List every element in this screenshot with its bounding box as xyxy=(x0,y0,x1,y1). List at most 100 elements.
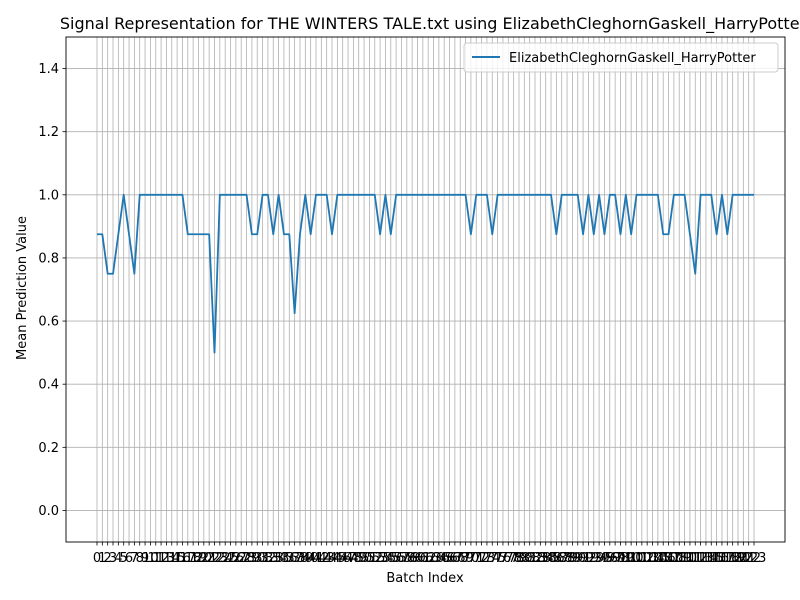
x-tick-label: 41 xyxy=(308,551,325,566)
x-tick-label: 76 xyxy=(495,551,512,566)
x-tick-label: 6 xyxy=(125,551,133,566)
x-tick-label: 114 xyxy=(694,551,719,566)
x-tick-label: 107 xyxy=(656,551,681,566)
x-tick-label: 56 xyxy=(388,551,405,566)
x-tick-label: 1 xyxy=(98,551,106,566)
x-tick-label: 18 xyxy=(185,551,202,566)
x-tick-label: 93 xyxy=(585,551,602,566)
x-tick-label: 26 xyxy=(228,551,245,566)
x-tick-label: 10 xyxy=(142,551,159,566)
x-tick-label: 3 xyxy=(109,551,117,566)
x-tick-label: 62 xyxy=(420,551,437,566)
x-tick-label: 121 xyxy=(731,551,756,566)
x-tick-label: 33 xyxy=(265,551,282,566)
x-tick-label: 74 xyxy=(484,551,501,566)
x-tick-label: 86 xyxy=(548,551,565,566)
x-tick-label: 37 xyxy=(286,551,303,566)
x-tick-label: 102 xyxy=(629,551,654,566)
x-tick-label: 28 xyxy=(238,551,255,566)
x-tick-label: 118 xyxy=(715,551,740,566)
x-tick-label: 15 xyxy=(169,551,186,566)
x-tick-label: 77 xyxy=(500,551,517,566)
x-tick-label: 111 xyxy=(678,551,703,566)
x-tick-label: 40 xyxy=(302,551,319,566)
x-tick-label: 68 xyxy=(452,551,469,566)
x-tick-label: 64 xyxy=(431,551,448,566)
x-tick-label: 46 xyxy=(334,551,351,566)
x-tick-label: 13 xyxy=(158,551,175,566)
x-tick-label: 31 xyxy=(254,551,271,566)
x-tick-label: 49 xyxy=(350,551,367,566)
x-tick-label: 106 xyxy=(651,551,676,566)
x-tick-label: 58 xyxy=(399,551,416,566)
x-tick-label: 88 xyxy=(559,551,576,566)
x-tick-label: 116 xyxy=(704,551,729,566)
x-tick-label: 70 xyxy=(463,551,480,566)
x-tick-label: 4 xyxy=(114,551,122,566)
x-tick-label: 48 xyxy=(345,551,362,566)
x-tick-label: 25 xyxy=(222,551,239,566)
legend: ElizabethCleghornGaskell_HarryPotter xyxy=(463,42,779,73)
x-tick-label: 87 xyxy=(553,551,570,566)
x-tick-label: 43 xyxy=(318,551,335,566)
x-tick-label: 34 xyxy=(270,551,287,566)
x-tick-label: 8 xyxy=(136,551,144,566)
x-tick-label: 112 xyxy=(683,551,708,566)
x-tick-label: 38 xyxy=(292,551,309,566)
x-tick-label: 72 xyxy=(473,551,490,566)
x-tick-label: 95 xyxy=(596,551,613,566)
y-tick-label: 0.4 xyxy=(38,378,59,393)
x-tick-label: 53 xyxy=(372,551,389,566)
x-tick-label: 9 xyxy=(141,551,149,566)
x-tick-label: 108 xyxy=(661,551,686,566)
x-tick-label: 52 xyxy=(366,551,383,566)
x-tick-label: 104 xyxy=(640,551,665,566)
x-tick-label: 105 xyxy=(645,551,670,566)
legend-box xyxy=(463,42,779,73)
x-tick-label: 7 xyxy=(130,551,138,566)
series-line xyxy=(96,193,755,354)
legend-label: ElizabethCleghornGaskell_HarryPotter xyxy=(509,51,756,66)
axes xyxy=(65,36,786,543)
x-tick-label: 81 xyxy=(521,551,538,566)
x-tick-label: 0 xyxy=(93,551,101,566)
x-tick-label: 96 xyxy=(602,551,619,566)
x-tick-label: 123 xyxy=(742,551,767,566)
x-tick-label: 117 xyxy=(710,551,735,566)
y-tick-label: 0.0 xyxy=(38,504,59,519)
x-tick-label: 110 xyxy=(672,551,697,566)
x-tick-label: 80 xyxy=(516,551,533,566)
x-tick-label: 54 xyxy=(377,551,394,566)
x-tick-label: 14 xyxy=(163,551,180,566)
x-tick-label: 61 xyxy=(415,551,432,566)
x-tick-label: 78 xyxy=(505,551,522,566)
x-tick-label: 97 xyxy=(607,551,624,566)
x-tick-label: 65 xyxy=(436,551,453,566)
x-tick-label: 5 xyxy=(120,551,128,566)
x-tick-label: 99 xyxy=(618,551,635,566)
x-tick-label: 89 xyxy=(564,551,581,566)
x-tick-label: 75 xyxy=(489,551,506,566)
x-tick-label: 39 xyxy=(297,551,314,566)
x-tick-label: 103 xyxy=(635,551,660,566)
y-ticks: 0.0 0.2 0.4 0.6 0.8 1.0 1.2 1.4 xyxy=(38,62,66,519)
x-tick-label: 84 xyxy=(537,551,554,566)
x-tick-label: 98 xyxy=(612,551,629,566)
x-tick-label: 20 xyxy=(196,551,213,566)
x-tick-label: 27 xyxy=(233,551,250,566)
x-tick-label: 22 xyxy=(206,551,223,566)
x-tick-label: 69 xyxy=(457,551,474,566)
x-tick-label: 94 xyxy=(591,551,608,566)
y-tick-label: 1.2 xyxy=(38,125,59,140)
y-tick-label: 0.6 xyxy=(38,315,59,330)
x-tick-label: 44 xyxy=(324,551,341,566)
y-tick-label: 1.0 xyxy=(38,188,59,203)
x-tick-label: 79 xyxy=(511,551,528,566)
x-tick-label: 71 xyxy=(468,551,485,566)
x-tick-label: 51 xyxy=(361,551,378,566)
x-tick-label: 100 xyxy=(619,551,644,566)
x-tick-label: 24 xyxy=(217,551,234,566)
x-tick-label: 23 xyxy=(212,551,229,566)
x-tick-label: 17 xyxy=(180,551,197,566)
